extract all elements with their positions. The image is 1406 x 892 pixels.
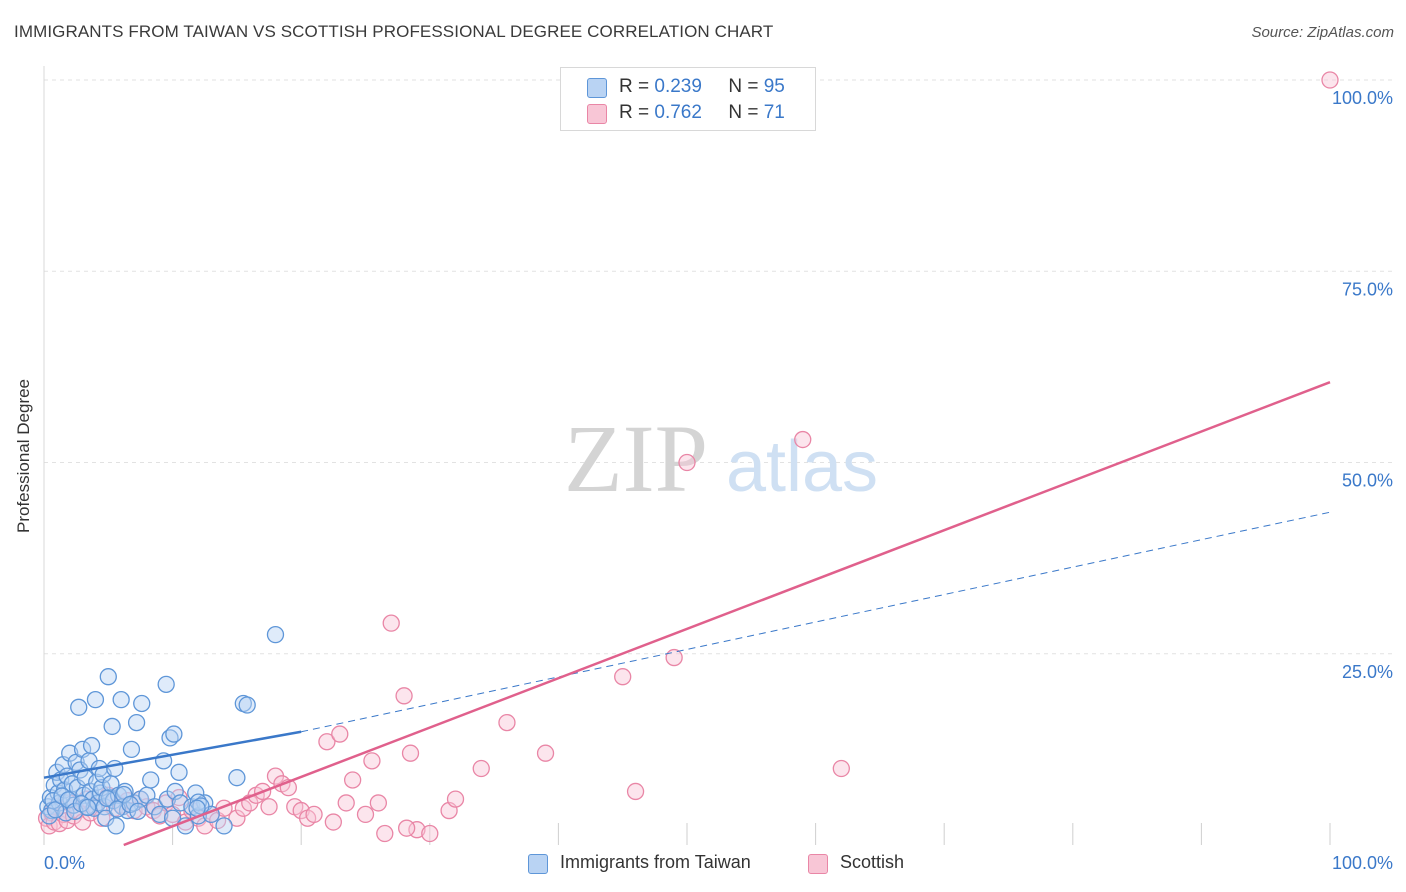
y-tick-label: 75.0% xyxy=(1342,279,1393,299)
legend-swatch-taiwan xyxy=(587,78,607,98)
watermark-zip: ZIP xyxy=(564,405,708,512)
point-scottish xyxy=(614,668,632,686)
watermark-atlas: atlas xyxy=(726,427,878,507)
point-taiwan xyxy=(165,725,183,743)
point-scottish xyxy=(794,430,812,449)
point-taiwan xyxy=(151,805,169,824)
point-taiwan xyxy=(228,769,246,787)
point-taiwan xyxy=(115,785,133,804)
point-scottish xyxy=(472,759,490,778)
bottom-legend-swatch-scottish xyxy=(808,854,828,874)
point-scottish xyxy=(363,752,381,770)
point-scottish xyxy=(395,687,413,705)
point-scottish xyxy=(536,744,555,762)
point-taiwan xyxy=(122,740,141,759)
series-scottish xyxy=(37,71,1339,843)
point-taiwan xyxy=(70,698,88,716)
point-scottish xyxy=(626,782,645,801)
point-scottish xyxy=(337,794,355,812)
point-scottish xyxy=(318,733,336,751)
point-scottish xyxy=(356,805,375,824)
legend-r-value-taiwan: 0.239 xyxy=(654,76,702,97)
series-taiwan xyxy=(39,625,285,835)
bottom-legend-swatch-taiwan xyxy=(528,854,548,874)
point-taiwan xyxy=(142,771,160,789)
bottom-legend-label-taiwan: Immigrants from Taiwan xyxy=(560,852,751,872)
point-scottish xyxy=(343,771,362,789)
point-scottish xyxy=(382,614,400,632)
legend-n-label: N = xyxy=(728,102,759,123)
point-scottish xyxy=(260,798,278,816)
point-taiwan xyxy=(108,800,126,818)
trend-lines xyxy=(43,381,1331,847)
point-taiwan xyxy=(103,717,121,736)
point-taiwan xyxy=(127,713,146,732)
point-scottish xyxy=(331,725,349,743)
source-label: Source: ZipAtlas.com xyxy=(1251,24,1394,41)
point-scottish xyxy=(228,809,246,827)
point-taiwan xyxy=(133,694,151,713)
point-taiwan xyxy=(266,625,285,644)
legend-n-value-taiwan: 95 xyxy=(763,76,785,97)
point-taiwan xyxy=(98,789,116,807)
y-tick-label: 100.0% xyxy=(1332,88,1393,108)
point-taiwan xyxy=(238,696,256,714)
legend-n-value-scottish: 71 xyxy=(763,102,785,123)
legend-r-value-scottish: 0.762 xyxy=(654,102,702,123)
point-taiwan xyxy=(82,736,101,755)
trend-line-taiwan xyxy=(43,730,302,779)
legend-n-label: N = xyxy=(728,76,759,97)
bottom-legend-label-scottish: Scottish xyxy=(840,852,905,872)
point-scottish xyxy=(369,794,388,812)
point-scottish xyxy=(421,824,439,843)
point-taiwan xyxy=(129,802,147,820)
x-tick-label-min: 0.0% xyxy=(44,853,85,873)
point-scottish xyxy=(678,453,696,472)
chart-title: IMMIGRANTS FROM TAIWAN VS SCOTTISH PROFE… xyxy=(14,22,774,41)
y-tick-label: 25.0% xyxy=(1342,662,1393,682)
watermark: ZIP atlas xyxy=(564,405,878,512)
point-taiwan xyxy=(79,798,97,817)
point-scottish xyxy=(446,790,465,808)
point-scottish xyxy=(1321,71,1339,89)
trend-line-scottish xyxy=(123,381,1331,847)
point-taiwan xyxy=(112,691,130,709)
point-taiwan xyxy=(157,675,175,693)
point-taiwan xyxy=(86,691,105,709)
point-scottish xyxy=(324,813,343,831)
point-taiwan xyxy=(99,668,117,686)
point-taiwan xyxy=(61,744,79,762)
point-scottish xyxy=(832,759,850,778)
trend-line-taiwan-extrapolated xyxy=(301,511,1331,733)
legend-r-label: R = xyxy=(619,102,650,123)
stats-legend: R = 0.239 N = 95 R = 0.762 N = 71 xyxy=(560,67,816,131)
point-scottish xyxy=(401,744,420,762)
point-scottish xyxy=(398,819,416,837)
point-scottish xyxy=(498,713,516,732)
x-tick-label-max: 100.0% xyxy=(1332,853,1393,873)
gridlines xyxy=(43,66,1395,845)
axis-ticks: 25.0% 50.0% 75.0% 100.0% 0.0% 100.0% xyxy=(44,88,1393,873)
point-scottish xyxy=(376,824,394,843)
y-tick-label: 50.0% xyxy=(1342,471,1393,491)
point-taiwan xyxy=(170,763,188,781)
point-taiwan xyxy=(107,817,125,835)
legend-r-label: R = xyxy=(619,76,650,97)
point-taiwan xyxy=(215,817,233,835)
point-scottish xyxy=(305,805,323,824)
point-scottish xyxy=(665,648,683,667)
legend-swatch-scottish xyxy=(587,104,607,124)
